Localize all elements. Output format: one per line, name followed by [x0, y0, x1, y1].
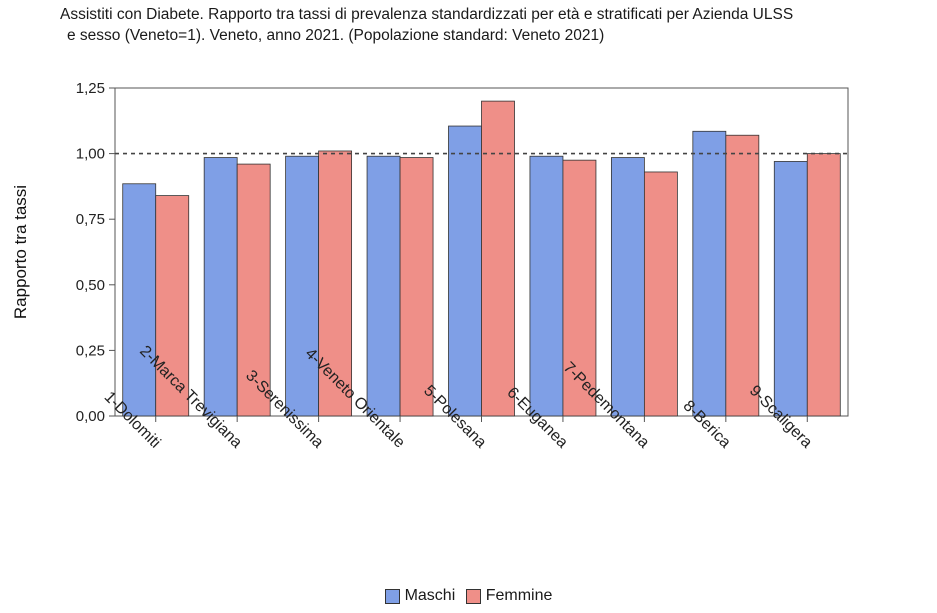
legend-item-maschi: Maschi	[384, 587, 456, 605]
bar-maschi-2	[203, 157, 238, 417]
bar-maschi-4	[366, 155, 401, 417]
bar-chart: 0,00 0,25 0,50 0,75 1,00 1,25 Rapporto tra tas…	[11, 80, 849, 452]
bar-maschi-1	[122, 183, 157, 417]
bar-maschi-8	[692, 130, 727, 417]
chart-title-line-2: e sesso (Veneto=1). Veneto, anno 2021. (…	[67, 27, 605, 44]
y-tick-label: 0,50	[76, 277, 105, 294]
bar-maschi-7	[610, 157, 645, 417]
bar-maschi-6	[529, 155, 564, 417]
bar-maschi-5	[448, 125, 482, 417]
legend-label-maschi: Maschi	[404, 587, 456, 604]
y-tick-label: 0,25	[76, 342, 105, 359]
legend-swatch-maschi	[384, 588, 400, 604]
bar-femmine-3	[318, 150, 353, 417]
bar-femmine-1	[155, 195, 190, 417]
bar-femmine-5	[481, 100, 515, 417]
bar-femmine-4	[399, 157, 434, 417]
y-axis-label: Rapporto tra tassi	[11, 185, 30, 319]
legend-swatch-femmine	[465, 588, 481, 604]
bar-maschi-9	[773, 161, 808, 417]
bar-femmine-2	[236, 163, 271, 417]
bar-femmine-7	[643, 171, 678, 417]
legend-item-femmine: Femmine	[465, 587, 553, 605]
legend: Maschi Femmine	[0, 587, 937, 609]
y-tick-label: 0,00	[76, 408, 105, 425]
y-tick-label: 1,25	[76, 80, 105, 97]
chart-title: Assistiti con Diabete. Rapporto tra tass…	[60, 4, 930, 46]
chart-title-line-1: Assistiti con Diabete. Rapporto tra tass…	[60, 6, 794, 23]
bar-femmine-6	[562, 159, 597, 417]
legend-label-femmine: Femmine	[485, 587, 553, 604]
bar-femmine-9	[806, 153, 841, 417]
bar-maschi-3	[285, 155, 320, 417]
bar-femmine-8	[725, 134, 760, 417]
y-tick-label: 1,00	[76, 146, 105, 163]
y-tick-label: 0,75	[76, 211, 105, 228]
